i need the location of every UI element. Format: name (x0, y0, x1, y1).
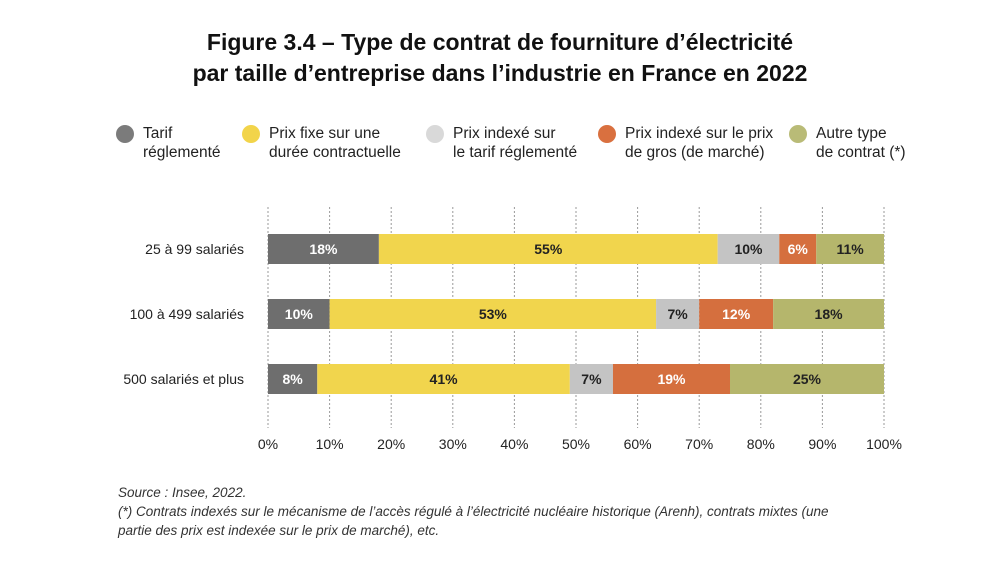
x-tick-label: 40% (500, 436, 528, 452)
bar-data-label: 11% (836, 241, 864, 257)
legend-item-autre-type: Autre type de contrat (*) (789, 124, 906, 162)
footnote-line-2: partie des prix est indexée sur le prix … (118, 523, 440, 538)
bar-segment (773, 299, 884, 329)
legend-label-line-1: Prix indexé sur le prix (625, 125, 774, 142)
bar-segment (569, 364, 613, 394)
footnote-line-1: (*) Contrats indexés sur le mécanisme de… (118, 504, 829, 519)
bar-data-label: 18% (309, 241, 338, 257)
legend-swatch (426, 125, 444, 143)
x-tick-label: 50% (562, 436, 590, 452)
bar-data-label: 19% (657, 371, 686, 387)
bar-segment (816, 234, 884, 264)
legend-swatch (598, 125, 616, 143)
legend-label-line-2: durée contractuelle (269, 144, 401, 161)
legend-swatch (242, 125, 260, 143)
x-tick-label: 30% (439, 436, 467, 452)
bar-data-label: 10% (734, 241, 763, 257)
x-tick-label: 70% (685, 436, 713, 452)
legend-label-line-1: Prix indexé sur (453, 125, 556, 142)
bar-segment (612, 364, 730, 394)
bar-data-label: 6% (788, 241, 809, 257)
bar-data-label: 10% (285, 306, 314, 322)
bar-segment (268, 234, 379, 264)
bar-data-label: 7% (668, 306, 689, 322)
legend-label-line-2: réglementé (143, 144, 221, 161)
x-tick-label: 60% (624, 436, 652, 452)
x-tick-label: 90% (808, 436, 836, 452)
x-tick-label: 10% (316, 436, 344, 452)
x-tick-label: 100% (866, 436, 902, 452)
bar-data-label: 25% (793, 371, 822, 387)
bar-segment (268, 364, 318, 394)
x-tick-label: 20% (377, 436, 405, 452)
legend-swatch (116, 125, 134, 143)
bar-data-label: 8% (283, 371, 304, 387)
source-note: Source : Insee, 2022. (118, 485, 247, 500)
legend-item-prix-indexe-gros: Prix indexé sur le prix de gros (de marc… (598, 124, 773, 162)
x-tick-label: 80% (747, 436, 775, 452)
legend-label-line-1: Tarif (143, 125, 173, 142)
bar-segment (268, 299, 330, 329)
footnote: (*) Contrats indexés sur le mécanisme de… (118, 502, 918, 540)
legend-item-prix-indexe-tarif: Prix indexé sur le tarif réglementé (426, 124, 577, 162)
bar-segment (717, 234, 780, 264)
bar-segment (730, 364, 884, 394)
bar-data-label: 41% (430, 371, 459, 387)
chart-title-line-1: Figure 3.4 – Type de contrat de fournitu… (206, 29, 794, 55)
bar-segment (317, 364, 570, 394)
legend-label-line-2: le tarif réglementé (453, 144, 578, 161)
category-label: 100 à 499 salariés (130, 306, 244, 322)
category-label: 25 à 99 salariés (145, 241, 244, 257)
legend-label-line-1: Prix fixe sur une (269, 125, 381, 142)
legend-label-line-2: de gros (de marché) (625, 144, 765, 161)
bar-data-label: 12% (722, 306, 751, 322)
legend-label-line-1: Autre type (816, 125, 887, 142)
bar-data-label: 55% (534, 241, 563, 257)
bar-data-label: 53% (479, 306, 508, 322)
bar-segment (329, 299, 657, 329)
bar-segment (656, 299, 700, 329)
x-tick-label: 0% (258, 436, 278, 452)
bar-data-label: 7% (581, 371, 602, 387)
legend-item-tarif-reglemente: Tarif réglementé (116, 124, 221, 162)
chart-title-line-2: par taille d’entreprise dans l’industrie… (192, 60, 808, 86)
legend-swatch (789, 125, 807, 143)
category-label: 500 salariés et plus (123, 371, 244, 387)
bar-segment (779, 234, 817, 264)
bar-segment (699, 299, 774, 329)
bar-data-label: 18% (815, 306, 844, 322)
bar-segment (378, 234, 718, 264)
legend-item-prix-fixe: Prix fixe sur une durée contractuelle (242, 124, 401, 162)
legend-label-line-2: de contrat (*) (816, 144, 906, 161)
